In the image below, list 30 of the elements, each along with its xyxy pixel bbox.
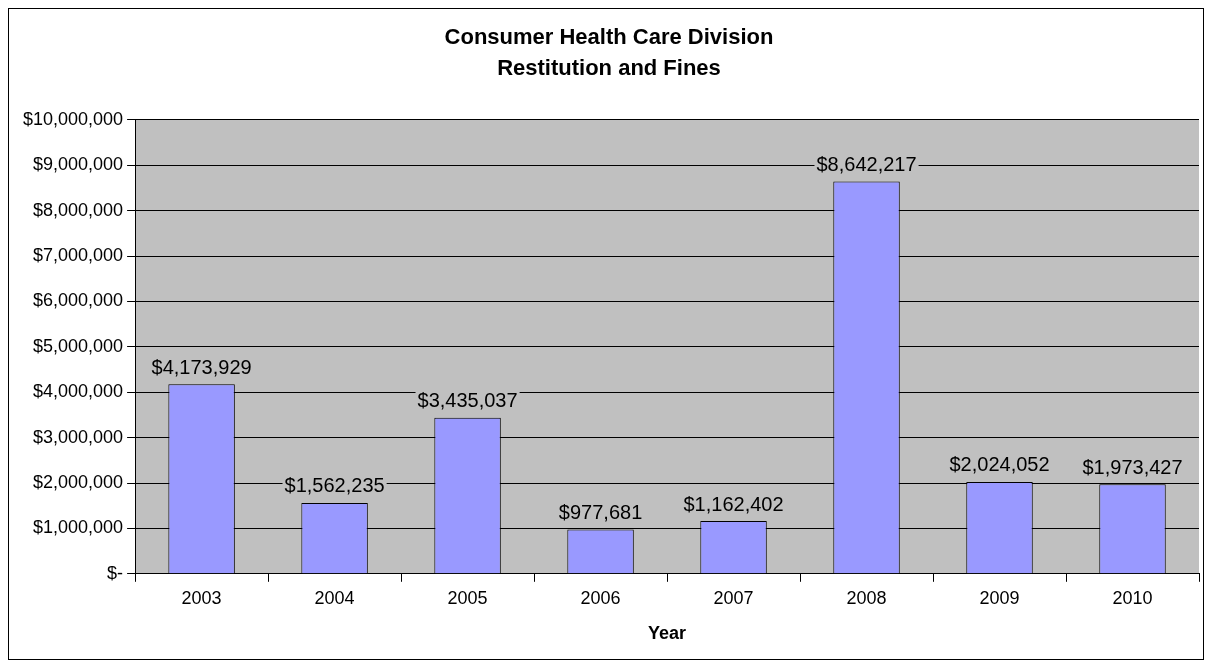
data-label: $4,173,929 [151,355,252,378]
chart-subtitle: Restitution and Fines [497,54,721,80]
y-tick-label: $1,000,000 [33,517,124,538]
data-label: $1,562,235 [284,474,385,497]
x-tick-label: 2010 [1112,587,1153,608]
y-tick-label: $10,000,000 [22,108,124,129]
y-tick-label: $2,000,000 [33,471,124,492]
x-tick-label: 2003 [181,587,222,608]
chart-title: Consumer Health Care Division [444,24,774,50]
y-tick-label: $7,000,000 [33,244,124,265]
data-label: $1,162,402 [683,492,784,515]
y-tick-label: $9,000,000 [33,154,124,175]
y-tick-label: $- [107,562,124,583]
x-tick-label: 2007 [713,587,754,608]
y-tick-label: $5,000,000 [33,335,124,356]
x-tick-label: 2009 [979,587,1020,608]
x-axis-title: Year [648,623,687,644]
x-tick-label: 2005 [447,587,488,608]
y-tick-label: $6,000,000 [33,290,124,311]
y-tick-label: $4,000,000 [33,381,124,402]
x-tick-label: 2006 [580,587,621,608]
y-tick-label: $8,000,000 [33,199,124,220]
data-label: $2,024,052 [949,453,1050,476]
data-label: $977,681 [558,500,643,523]
x-tick-label: 2004 [314,587,355,608]
y-tick-label: $3,000,000 [33,426,124,447]
x-tick-label: 2008 [846,587,887,608]
data-label: $3,435,037 [417,389,518,412]
data-label: $1,973,427 [1082,455,1183,478]
data-label: $8,642,217 [816,152,917,175]
